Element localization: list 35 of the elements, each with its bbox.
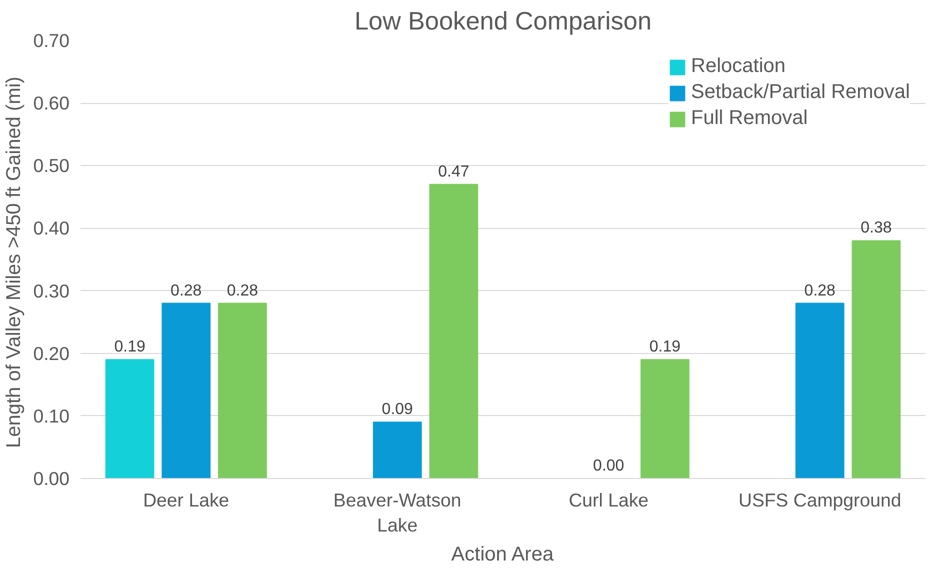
legend-label: Full Removal (691, 107, 808, 130)
x-axis-title: Action Area (451, 544, 554, 566)
bar (795, 302, 844, 478)
y-tick-label: 0.10 (33, 405, 70, 426)
data-label: 0.19 (649, 338, 681, 356)
x-tick-label: Deer Lake (143, 490, 230, 510)
y-tick-label: 0.60 (33, 92, 70, 114)
bar (852, 240, 901, 478)
y-tick-label: 0.00 (33, 468, 70, 489)
legend-label: Setback/Partial Removal (691, 81, 910, 104)
bar (372, 422, 422, 478)
x-tick-label: Curl Lake (568, 490, 649, 510)
bar (429, 184, 478, 478)
x-tick-label: Beaver-Watson Lake (333, 490, 462, 536)
y-axis-title: Length of Valley Miles >450 ft Gained (mi) (3, 76, 26, 448)
chart-title: Low Bookend Comparison (354, 8, 652, 36)
data-label: 0.09 (382, 401, 414, 418)
y-tick-label: 0.20 (33, 342, 70, 364)
bar (218, 302, 267, 478)
data-label: 0.19 (114, 338, 146, 356)
data-label: 0.00 (593, 458, 624, 474)
legend-label: Relocation (691, 55, 786, 78)
bar (162, 302, 211, 478)
data-label: 0.28 (226, 282, 258, 300)
y-tick-label: 0.50 (33, 155, 70, 176)
data-label: 0.28 (170, 282, 202, 300)
bar (105, 359, 154, 478)
data-label: 0.47 (438, 163, 470, 180)
y-tick-label: 0.40 (33, 218, 70, 239)
x-tick-label: USFS Campground (738, 490, 902, 510)
data-label: 0.28 (804, 282, 836, 300)
y-tick-label: 0.70 (33, 30, 70, 51)
y-tick-label: 0.30 (33, 280, 70, 302)
bar (640, 359, 690, 478)
data-label: 0.38 (860, 220, 892, 237)
